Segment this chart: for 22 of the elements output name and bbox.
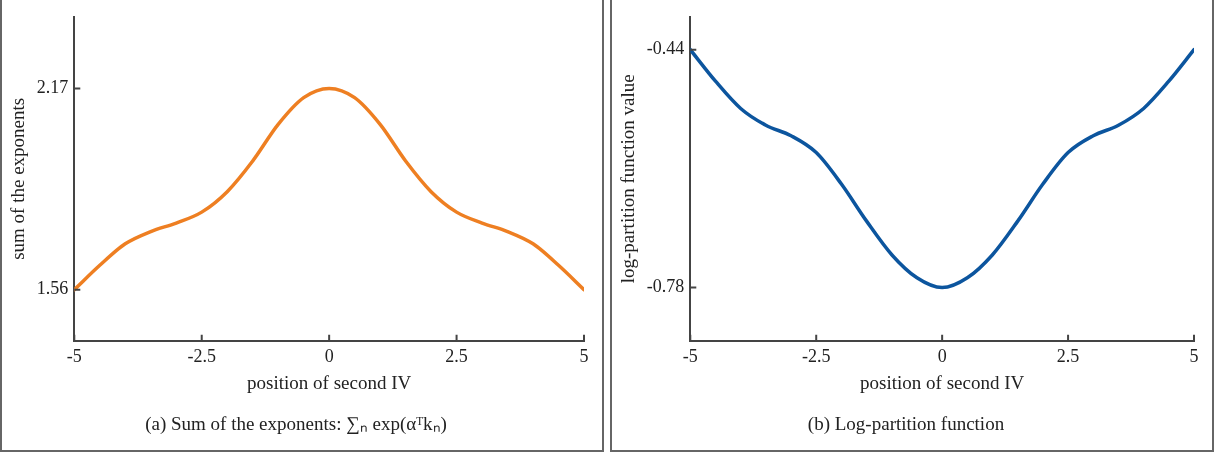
y-tick-label: 2.17 bbox=[36, 77, 69, 98]
y-axis-title: sum of the exponents bbox=[7, 97, 29, 260]
x-tick-label: 2.5 bbox=[1056, 346, 1080, 367]
x-axis-title: position of second IV bbox=[860, 371, 1025, 393]
x-tick-label: -5 bbox=[682, 346, 698, 367]
text: (b) Log-partition function bbox=[807, 412, 1005, 435]
text: (a) Sum of the exponents: ∑ₙ exp(αᵀkₙ) bbox=[145, 412, 447, 435]
x-tick-label: 5 bbox=[579, 346, 589, 367]
y-tick-label: -0.44 bbox=[646, 38, 685, 59]
line-series bbox=[74, 86, 584, 292]
y-tick-label: -0.78 bbox=[646, 276, 685, 297]
x-tick-label: 0 bbox=[937, 346, 947, 367]
x-tick-label: 2.5 bbox=[445, 346, 468, 367]
x-axis-title: position of second IV bbox=[247, 371, 412, 393]
x-tick-label: 0 bbox=[324, 346, 334, 367]
line-series bbox=[690, 47, 1194, 290]
y-axis-title: log-partition function value bbox=[617, 74, 639, 284]
y-tick-label: 1.56 bbox=[36, 278, 69, 299]
x-tick-label: -2.5 bbox=[801, 346, 831, 367]
x-tick-label: -2.5 bbox=[187, 346, 216, 367]
x-tick-label: 5 bbox=[1189, 346, 1199, 367]
x-tick-label: -5 bbox=[66, 346, 82, 367]
